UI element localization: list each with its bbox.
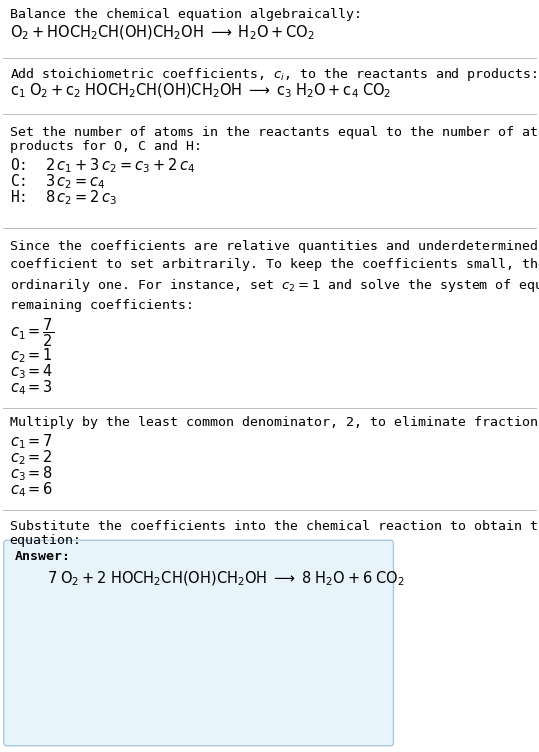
Text: $c_4 = 3$: $c_4 = 3$ <box>10 378 53 397</box>
Text: $c_3 = 4$: $c_3 = 4$ <box>10 362 53 381</box>
Text: $c_2 = 2$: $c_2 = 2$ <box>10 448 52 467</box>
Text: Balance the chemical equation algebraically:: Balance the chemical equation algebraica… <box>10 8 362 21</box>
FancyBboxPatch shape <box>4 540 393 746</box>
Text: $c_2 = 1$: $c_2 = 1$ <box>10 346 52 365</box>
Text: $c_1 = \dfrac{7}{2}$: $c_1 = \dfrac{7}{2}$ <box>10 316 54 349</box>
Text: Add stoichiometric coefficients, $c_i$, to the reactants and products:: Add stoichiometric coefficients, $c_i$, … <box>10 66 537 83</box>
Text: Since the coefficients are relative quantities and underdetermined, choose a
coe: Since the coefficients are relative quan… <box>10 240 539 312</box>
Text: equation:: equation: <box>10 534 82 547</box>
Text: Set the number of atoms in the reactants equal to the number of atoms in the: Set the number of atoms in the reactants… <box>10 126 539 139</box>
Text: Answer:: Answer: <box>15 550 71 563</box>
Text: $c_3 = 8$: $c_3 = 8$ <box>10 464 53 483</box>
Text: H:  $8\,c_2 = 2\,c_3$: H: $8\,c_2 = 2\,c_3$ <box>10 188 117 207</box>
Text: $\mathrm{7\; O_2 + 2\; HOCH_2CH(OH)CH_2OH \;\longrightarrow\; 8\; H_2O + 6\; CO_: $\mathrm{7\; O_2 + 2\; HOCH_2CH(OH)CH_2O… <box>47 570 405 588</box>
Text: Substitute the coefficients into the chemical reaction to obtain the balanced: Substitute the coefficients into the che… <box>10 520 539 533</box>
Text: O:  $2\,c_1 + 3\,c_2 = c_3 + 2\,c_4$: O: $2\,c_1 + 3\,c_2 = c_3 + 2\,c_4$ <box>10 156 195 174</box>
Text: C:  $3\,c_2 = c_4$: C: $3\,c_2 = c_4$ <box>10 172 106 191</box>
Text: $\mathrm{O_2 + HOCH_2CH(OH)CH_2OH \;\longrightarrow\; H_2O + CO_2}$: $\mathrm{O_2 + HOCH_2CH(OH)CH_2OH \;\lon… <box>10 24 315 42</box>
Text: $c_4 = 6$: $c_4 = 6$ <box>10 480 53 499</box>
Text: $c_1 = 7$: $c_1 = 7$ <box>10 432 53 450</box>
Text: Multiply by the least common denominator, 2, to eliminate fractional coefficient: Multiply by the least common denominator… <box>10 416 539 429</box>
Text: $\mathrm{c_1\; O_2 + c_2\; HOCH_2CH(OH)CH_2OH \;\longrightarrow\; c_3\; H_2O + c: $\mathrm{c_1\; O_2 + c_2\; HOCH_2CH(OH)C… <box>10 82 391 101</box>
Text: products for O, C and H:: products for O, C and H: <box>10 140 202 153</box>
